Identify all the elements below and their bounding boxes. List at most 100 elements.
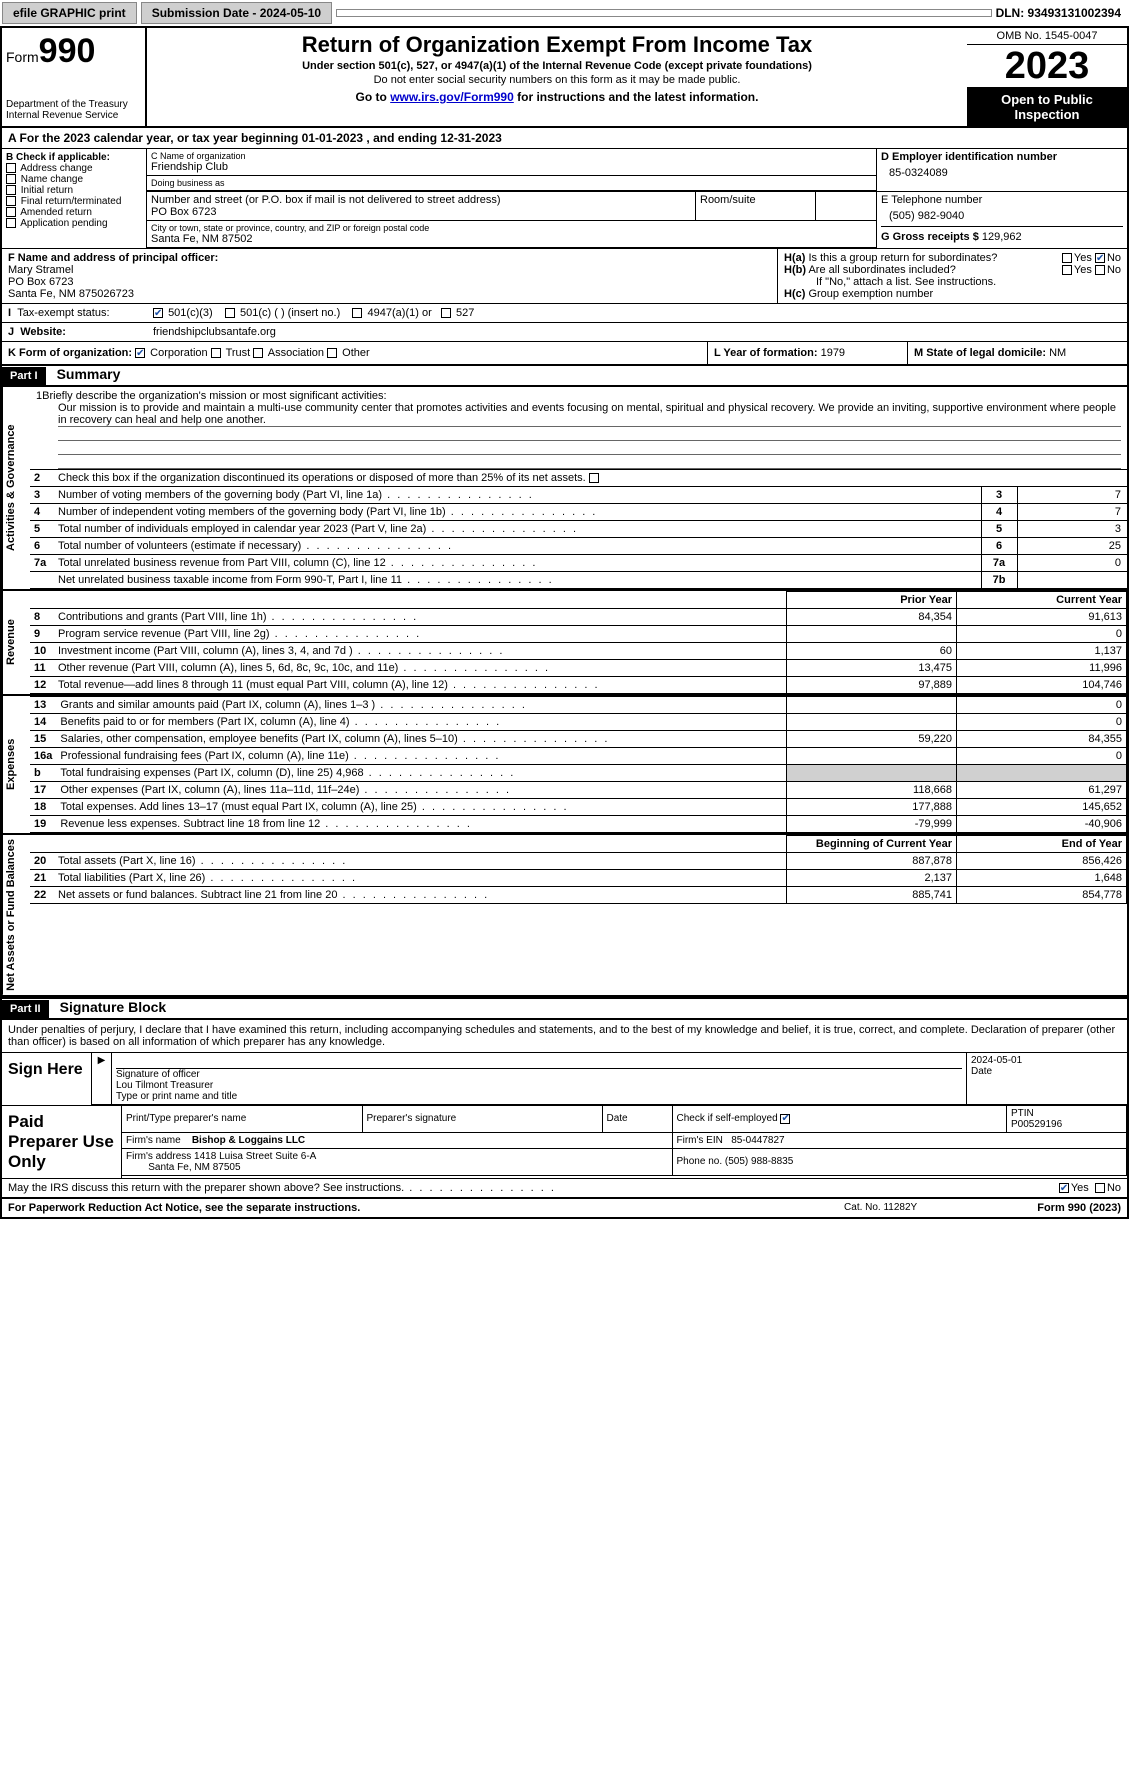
val-7b <box>1017 572 1127 589</box>
mission-block: 1Briefly describe the organization's mis… <box>30 387 1127 470</box>
suite-cell: Room/suite <box>696 192 816 220</box>
omb-number: OMB No. 1545-0047 <box>967 28 1127 45</box>
footer: For Paperwork Reduction Act Notice, see … <box>2 1199 1127 1217</box>
chk-other[interactable] <box>327 348 337 358</box>
period-line: A For the 2023 calendar year, or tax yea… <box>2 128 1127 149</box>
chk-name-change[interactable]: Name change <box>6 174 142 185</box>
firm-city: Santa Fe, NM 87505 <box>148 1162 240 1173</box>
sign-date: 2024-05-01 <box>971 1055 1123 1066</box>
chk-trust[interactable] <box>211 348 221 358</box>
table-row: 19Revenue less expenses. Subtract line 1… <box>30 816 1127 833</box>
tax-year: 2023 <box>967 45 1127 88</box>
form-header: Form990 Department of the Treasury Inter… <box>2 28 1127 128</box>
firm-phone: (505) 988-8835 <box>725 1156 793 1167</box>
firm-name: Bishop & Loggains LLC <box>192 1135 305 1146</box>
ein-value: 85-0324089 <box>881 163 1123 183</box>
expenses-table: 13Grants and similar amounts paid (Part … <box>30 696 1127 833</box>
officer-addr2: Santa Fe, NM 875026723 <box>8 288 134 300</box>
section-identity: B Check if applicable: Address change Na… <box>2 149 1127 248</box>
officer-name: Mary Stramel <box>8 264 73 276</box>
irs-link[interactable]: www.irs.gov/Form990 <box>390 90 514 104</box>
chk-initial-return[interactable]: Initial return <box>6 185 142 196</box>
form-title: Return of Organization Exempt From Incom… <box>153 32 961 58</box>
val-3: 7 <box>1017 487 1127 504</box>
firm-ein: 85-0447827 <box>731 1135 784 1146</box>
tax-status-row: I Tax-exempt status: 501(c)(3) 501(c) ( … <box>2 304 1127 323</box>
table-row: 13Grants and similar amounts paid (Part … <box>30 697 1127 714</box>
hb-no[interactable] <box>1095 265 1105 275</box>
website-row: J Website: friendshipclubsantafe.org <box>2 323 1127 342</box>
org-name-cell: C Name of organization Friendship Club <box>147 149 876 176</box>
phone-value: (505) 982-9040 <box>881 206 1123 226</box>
sidebar-net: Net Assets or Fund Balances <box>2 835 30 995</box>
city-cell: City or town, state or province, country… <box>147 220 876 248</box>
discuss-no[interactable] <box>1095 1183 1105 1193</box>
chk-self-employed[interactable] <box>780 1114 790 1124</box>
table-row: 8Contributions and grants (Part VIII, li… <box>30 609 1127 626</box>
domicile-state: NM <box>1049 347 1066 359</box>
efile-print-button[interactable]: efile GRAPHIC print <box>2 2 137 24</box>
topbar: efile GRAPHIC print Submission Date - 20… <box>0 0 1129 26</box>
h-a: H(a) Is this a group return for subordin… <box>784 252 1121 264</box>
chk-corp[interactable] <box>135 348 145 358</box>
gross-receipts-value: 129,962 <box>982 231 1022 243</box>
revenue-table: Prior YearCurrent Year 8Contributions an… <box>30 591 1127 694</box>
mission-text: Our mission is to provide and maintain a… <box>58 402 1121 427</box>
gross-receipts-label: G Gross receipts $ <box>881 231 979 243</box>
submission-date: Submission Date - 2024-05-10 <box>141 2 332 24</box>
form-subtitle: Under section 501(c), 527, or 4947(a)(1)… <box>153 60 961 72</box>
sidebar-revenue: Revenue <box>2 591 30 694</box>
net-assets-section: Net Assets or Fund Balances Beginning of… <box>2 835 1127 997</box>
table-row: 10Investment income (Part VIII, column (… <box>30 643 1127 660</box>
chk-assoc[interactable] <box>253 348 263 358</box>
street-value: PO Box 6723 <box>151 206 691 218</box>
sidebar-governance: Activities & Governance <box>2 387 30 589</box>
chk-4947[interactable] <box>352 308 362 318</box>
form-org-row: K Form of organization: Corporation Trus… <box>2 342 1127 366</box>
form-990-container: Form990 Department of the Treasury Inter… <box>0 26 1129 1219</box>
h-b: H(b) Are all subordinates included? Yes … <box>784 264 1121 276</box>
box-b: B Check if applicable: Address change Na… <box>2 149 147 248</box>
discuss-yes[interactable] <box>1059 1183 1069 1193</box>
val-7a: 0 <box>1017 555 1127 572</box>
table-row: 9Program service revenue (Part VIII, lin… <box>30 626 1127 643</box>
revenue-section: Revenue Prior YearCurrent Year 8Contribu… <box>2 591 1127 696</box>
ssn-warning: Do not enter social security numbers on … <box>153 74 961 86</box>
formation-year: 1979 <box>821 347 845 359</box>
chk-501c[interactable] <box>225 308 235 318</box>
chk-amended-return[interactable]: Amended return <box>6 207 142 218</box>
chk-address-change[interactable]: Address change <box>6 163 142 174</box>
part-i-header: Part I Summary <box>2 366 1127 387</box>
firm-address: 1418 Luisa Street Suite 6-A <box>194 1151 316 1162</box>
sidebar-expenses: Expenses <box>2 696 30 833</box>
h-c: H(c) Group exemption number <box>784 288 1121 300</box>
val-4: 7 <box>1017 504 1127 521</box>
officer-row: F Name and address of principal officer:… <box>2 248 1127 304</box>
dba-cell: Doing business as <box>147 176 876 191</box>
gov-table: 2Check this box if the organization disc… <box>30 470 1127 589</box>
sign-here-row: Sign Here ▶ Signature of officer Lou Til… <box>2 1052 1127 1106</box>
penalties-text: Under penalties of perjury, I declare th… <box>2 1020 1127 1052</box>
ha-no[interactable] <box>1095 253 1105 263</box>
chk-application-pending[interactable]: Application pending <box>6 218 142 229</box>
table-row: 18Total expenses. Add lines 13–17 (must … <box>30 799 1127 816</box>
net-table: Beginning of Current YearEnd of Year 20T… <box>30 835 1127 904</box>
org-name: Friendship Club <box>151 161 872 173</box>
table-row: 20Total assets (Part X, line 16)887,8788… <box>30 853 1127 870</box>
table-row: 21Total liabilities (Part X, line 26)2,1… <box>30 870 1127 887</box>
ha-yes[interactable] <box>1062 253 1072 263</box>
hb-yes[interactable] <box>1062 265 1072 275</box>
table-row: 16aProfessional fundraising fees (Part I… <box>30 748 1127 765</box>
table-row: 14Benefits paid to or for members (Part … <box>30 714 1127 731</box>
chk-501c3[interactable] <box>153 308 163 318</box>
table-row: bTotal fundraising expenses (Part IX, co… <box>30 765 1127 782</box>
arrow-icon: ▶ <box>92 1053 112 1104</box>
chk-527[interactable] <box>441 308 451 318</box>
chk-final-return[interactable]: Final return/terminated <box>6 196 142 207</box>
table-row: 12Total revenue—add lines 8 through 11 (… <box>30 677 1127 694</box>
officer-signature: Lou Tilmont Treasurer <box>116 1080 962 1091</box>
table-row: 11Other revenue (Part VIII, column (A), … <box>30 660 1127 677</box>
phone-label: E Telephone number <box>881 194 1123 206</box>
chk-discontinued[interactable] <box>589 473 599 483</box>
ptin-value: P00529196 <box>1011 1119 1062 1130</box>
